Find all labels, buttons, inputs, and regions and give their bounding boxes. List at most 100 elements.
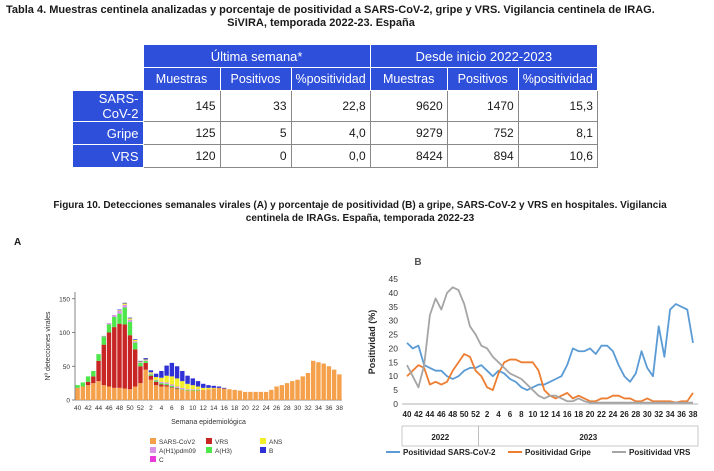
chart-a-x-tick-label: 48	[116, 405, 124, 412]
chart-a-bar	[122, 307, 127, 325]
chart-a-bar	[232, 389, 237, 401]
chart-a-bar	[169, 362, 175, 377]
chart-a-bar	[117, 387, 122, 400]
chart-a-bar	[222, 388, 227, 400]
chart-b-x-tick-label: 14	[551, 410, 560, 419]
chart-a-bar	[222, 387, 227, 389]
chart-a-bar	[201, 389, 206, 401]
chart-a-bar	[180, 387, 185, 390]
chart-a-bar	[164, 382, 169, 384]
chart-a-x-tick-label: 32	[304, 405, 312, 412]
chart-b-year-label: 2023	[579, 433, 597, 442]
chart-b-series-line	[406, 303, 694, 392]
chart-b-x-tick-label: 20	[586, 410, 595, 419]
chart-a-x-tick-label: 26	[273, 405, 281, 412]
chart-a-bar	[106, 332, 112, 387]
chart-a-bar	[133, 349, 138, 387]
chart-a-bar	[106, 324, 112, 333]
chart-a-bar	[180, 389, 185, 401]
chart-a-bar	[190, 389, 195, 390]
chart-a-bar	[295, 379, 300, 400]
chart-a-bar	[148, 375, 154, 380]
chart-a-bar	[321, 363, 326, 400]
chart-b-x-tick-label: 10	[528, 410, 537, 419]
chart-a-bar	[201, 387, 206, 390]
table-cell: 10,6	[517, 144, 598, 168]
chart-a-bar	[85, 381, 91, 386]
chart-a-bar	[75, 387, 80, 400]
chart-a-bar	[127, 389, 133, 400]
table-cell: 0	[219, 144, 292, 168]
chart-a-bar	[195, 386, 201, 390]
chart-a-bar	[138, 366, 143, 384]
chart-a-bar	[284, 383, 290, 401]
chart-a-bar	[185, 390, 190, 400]
chart-b-x-tick-label: 24	[608, 410, 617, 419]
chart-a-bar	[164, 365, 169, 376]
chart-a-x-tick-label: 18	[231, 405, 239, 412]
panel-label-a: A	[14, 237, 22, 248]
chart-b-x-tick-label: 4	[496, 410, 501, 419]
chart-b-x-tick-label: 44	[425, 410, 434, 419]
chart-b-y-tick-label: 45	[389, 274, 399, 284]
chart-a-bar	[117, 323, 122, 388]
chart-a-bar	[127, 318, 133, 320]
chart-a-legend-label: A(H3)	[215, 448, 232, 455]
chart-a-bar	[143, 360, 148, 361]
chart-a-bar	[206, 389, 211, 400]
chart-b-x-tick-label: 26	[620, 410, 629, 419]
chart-a-bar	[106, 323, 112, 325]
chart-b-year-label: 2022	[431, 433, 449, 442]
table-cell: 125	[142, 121, 221, 145]
chart-b-y-tick-label: 20	[389, 343, 399, 353]
chart-a-bar	[164, 385, 169, 387]
chart-a-legend-swatch	[206, 447, 212, 453]
chart-a-bar	[133, 339, 138, 342]
chart-a-bar	[159, 381, 164, 384]
chart-a-bar	[117, 310, 122, 311]
chart-b-y-tick-label: 25	[389, 330, 399, 340]
chart-b-x-tick-label: 18	[574, 410, 583, 419]
chart-a-bar	[216, 387, 222, 400]
chart-a-bar	[127, 319, 133, 322]
chart-b-y-tick-label: 15	[389, 357, 399, 367]
chart-a-x-tick-label: 16	[221, 405, 229, 412]
chart-a-bar	[331, 369, 337, 401]
chart-a-bar	[174, 388, 180, 390]
chart-a-bar	[180, 370, 185, 382]
chart-a-bar	[169, 387, 175, 388]
chart-a-legend-label: ANS	[269, 439, 283, 446]
chart-b-x-tick-label: 42	[414, 410, 423, 419]
chart-a-bar	[211, 385, 216, 388]
chart-a-bar	[143, 358, 148, 360]
table-cell: 22,8	[290, 90, 371, 122]
chart-a-bar	[153, 381, 159, 386]
row-label: VRS	[72, 144, 144, 168]
chart-b-x-tick-label: 38	[689, 410, 698, 419]
chart-a-x-tick-label: 50	[126, 405, 134, 412]
chart-a-bar	[237, 390, 243, 400]
chart-b-x-tick-label: 30	[643, 410, 652, 419]
chart-a-legend-label: B	[269, 448, 273, 455]
chart-a-legend-swatch	[206, 438, 212, 444]
chart-b-y-tick-label: 0	[393, 399, 398, 409]
chart-a-bar	[122, 302, 127, 304]
chart-a-bar	[190, 389, 195, 391]
chart-a-bar	[195, 389, 201, 390]
chart-a-bar	[195, 389, 201, 391]
chart-a-bar	[101, 335, 106, 337]
chart-a-x-tick-label: 8	[181, 405, 185, 412]
chart-a-bar	[164, 386, 169, 400]
chart-a-bar	[174, 378, 180, 387]
chart-a-x-tick-label: 6	[170, 405, 174, 412]
chart-a-bar	[101, 336, 106, 345]
chart-a-bar	[169, 376, 175, 385]
chart-a-bar	[258, 391, 264, 400]
chart-a-bar	[201, 383, 206, 388]
chart-a-bar	[138, 362, 143, 363]
chart-a-bar	[122, 304, 127, 308]
chart-b-x-tick-label: 16	[563, 410, 572, 419]
chart-a-bar	[138, 360, 143, 362]
column-header: Muestras	[369, 67, 448, 91]
